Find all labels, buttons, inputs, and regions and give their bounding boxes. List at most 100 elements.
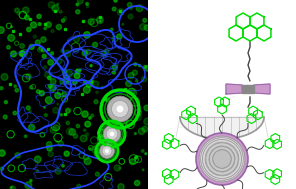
Circle shape — [99, 20, 101, 22]
Circle shape — [0, 87, 3, 90]
Circle shape — [85, 121, 91, 127]
Polygon shape — [242, 85, 254, 93]
Circle shape — [139, 64, 141, 67]
Circle shape — [57, 103, 59, 105]
Circle shape — [64, 17, 67, 20]
Circle shape — [55, 168, 61, 174]
Circle shape — [39, 47, 42, 50]
Circle shape — [135, 156, 138, 158]
Circle shape — [11, 51, 16, 57]
Circle shape — [61, 49, 64, 52]
Circle shape — [64, 75, 68, 79]
Circle shape — [144, 118, 151, 125]
Circle shape — [29, 44, 34, 49]
Circle shape — [122, 23, 124, 25]
Circle shape — [47, 146, 52, 151]
Circle shape — [86, 133, 89, 136]
Circle shape — [20, 44, 25, 48]
Circle shape — [53, 107, 59, 113]
Circle shape — [14, 85, 17, 88]
Circle shape — [93, 42, 97, 47]
Circle shape — [136, 80, 138, 82]
Circle shape — [50, 127, 57, 133]
Circle shape — [66, 128, 73, 135]
Polygon shape — [254, 84, 270, 94]
Circle shape — [112, 71, 115, 74]
Circle shape — [45, 97, 52, 104]
Circle shape — [26, 106, 30, 110]
Circle shape — [75, 69, 81, 74]
Circle shape — [96, 17, 103, 24]
Circle shape — [84, 158, 91, 165]
Circle shape — [19, 51, 25, 57]
Circle shape — [66, 121, 69, 125]
Circle shape — [44, 66, 47, 69]
Circle shape — [60, 114, 62, 116]
Circle shape — [118, 184, 124, 189]
Circle shape — [30, 86, 33, 89]
Circle shape — [66, 81, 69, 84]
Circle shape — [17, 12, 20, 15]
Circle shape — [117, 34, 122, 39]
Circle shape — [127, 2, 132, 7]
Circle shape — [142, 126, 148, 132]
Circle shape — [125, 108, 131, 114]
Circle shape — [145, 153, 147, 155]
Circle shape — [105, 138, 110, 143]
Circle shape — [41, 37, 46, 42]
Circle shape — [103, 147, 105, 149]
Circle shape — [138, 128, 145, 134]
Circle shape — [78, 0, 83, 4]
Circle shape — [56, 141, 57, 142]
Circle shape — [114, 0, 117, 2]
Circle shape — [50, 79, 56, 84]
Circle shape — [104, 49, 109, 54]
Circle shape — [110, 28, 113, 31]
Circle shape — [44, 106, 45, 108]
Circle shape — [144, 25, 150, 30]
Circle shape — [7, 46, 10, 49]
Circle shape — [57, 3, 59, 5]
Circle shape — [62, 165, 64, 167]
Circle shape — [103, 125, 121, 143]
Circle shape — [83, 129, 86, 131]
Circle shape — [48, 2, 55, 8]
Circle shape — [91, 114, 94, 117]
Circle shape — [60, 79, 65, 84]
Circle shape — [206, 143, 238, 175]
Circle shape — [128, 14, 133, 19]
Circle shape — [36, 90, 40, 93]
Circle shape — [144, 65, 147, 68]
Circle shape — [130, 159, 136, 165]
Circle shape — [108, 142, 112, 146]
Circle shape — [22, 7, 29, 14]
Circle shape — [74, 73, 80, 79]
Circle shape — [115, 137, 122, 144]
Circle shape — [142, 169, 144, 171]
Circle shape — [46, 22, 51, 27]
Circle shape — [4, 101, 7, 104]
Circle shape — [66, 108, 70, 113]
Circle shape — [92, 81, 99, 87]
Circle shape — [128, 73, 134, 78]
Circle shape — [0, 150, 5, 156]
Circle shape — [84, 32, 90, 38]
Circle shape — [97, 135, 104, 141]
Circle shape — [110, 137, 116, 143]
Circle shape — [122, 117, 127, 123]
Circle shape — [24, 135, 27, 138]
Circle shape — [3, 115, 7, 119]
Circle shape — [145, 66, 150, 71]
Circle shape — [15, 88, 19, 92]
Circle shape — [28, 124, 35, 131]
Polygon shape — [226, 84, 242, 94]
Circle shape — [110, 132, 114, 136]
Polygon shape — [180, 117, 264, 139]
Circle shape — [143, 18, 147, 22]
Circle shape — [112, 100, 128, 118]
Circle shape — [140, 24, 146, 30]
Circle shape — [117, 9, 124, 15]
Circle shape — [144, 105, 149, 111]
Circle shape — [76, 3, 79, 6]
Circle shape — [99, 143, 115, 159]
